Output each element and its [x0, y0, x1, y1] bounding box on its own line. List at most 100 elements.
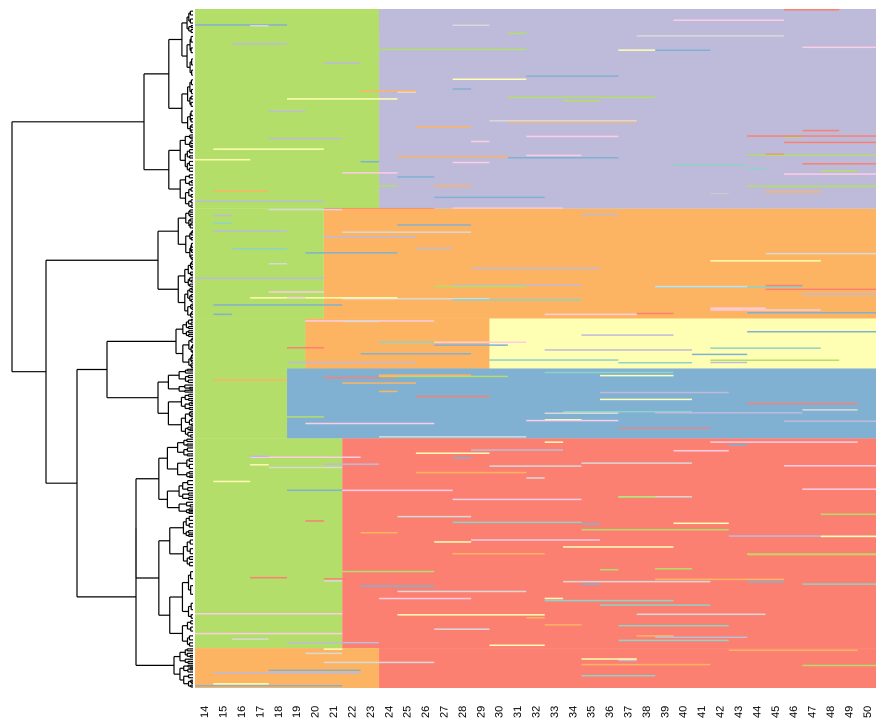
state-stripe-orange — [379, 390, 398, 393]
state-stripe-salmon — [747, 402, 858, 405]
state-stripe-yellow — [213, 148, 324, 150]
state-stripe-teal — [379, 341, 435, 343]
state-stripe-orange — [397, 155, 508, 158]
state-stripe-green — [213, 108, 232, 110]
state-stripe-blue — [434, 196, 545, 199]
x-tick-label: 37 — [623, 706, 635, 718]
state-stripe-blue — [507, 157, 619, 159]
state-block-salmon — [379, 648, 876, 688]
state-stripe-salmon — [802, 129, 840, 132]
state-stripe-yellow — [599, 398, 692, 401]
state-stripe-yellow — [544, 419, 582, 421]
state-stripe-teal — [231, 248, 288, 250]
x-tick-label: 30 — [494, 706, 506, 718]
state-stripe-salmon — [415, 395, 490, 398]
x-tick-label: 33 — [549, 706, 561, 718]
state-stripe-blue — [581, 583, 600, 585]
state-stripe-teal — [618, 361, 692, 364]
state-stripe-yellow — [213, 480, 251, 483]
state-stripe-purple — [599, 391, 729, 394]
state-stripe-teal — [213, 222, 232, 224]
dendrogram — [11, 10, 194, 688]
state-stripe-grey — [434, 628, 490, 630]
cluster-4 — [195, 368, 876, 439]
state-stripe-pink — [544, 313, 637, 316]
state-stripe-orange — [728, 649, 858, 652]
state-stripe-grey — [636, 613, 766, 616]
state-stripe-purple — [728, 535, 876, 537]
state-block-orange — [323, 208, 876, 319]
state-stripe-teal — [599, 604, 711, 606]
state-stripe-pink — [471, 539, 600, 541]
state-stripe-blue — [655, 49, 711, 51]
state-stripe-purple — [323, 62, 361, 64]
state-stripe-green — [434, 285, 527, 288]
state-stripe-yellow — [581, 658, 637, 660]
state-block-yellow — [489, 318, 876, 369]
state-stripe-yellow — [673, 522, 729, 525]
state-stripe-yellow — [820, 535, 876, 538]
state-stripe-purple — [544, 349, 692, 351]
state-stripe-teal — [452, 521, 582, 524]
state-stripe-purple — [213, 672, 361, 674]
state-stripe-green — [783, 136, 803, 138]
state-stripe-teal — [618, 639, 729, 642]
state-stripe-grey — [268, 263, 288, 265]
state-stripe-teal — [489, 359, 619, 361]
state-stripe-yellow — [213, 683, 269, 685]
state-stripe-salmon — [323, 376, 398, 379]
x-tick-label: 21 — [328, 706, 340, 718]
state-stripe-blue — [581, 523, 600, 525]
x-tick-label: 40 — [678, 706, 690, 718]
state-stripe-pink — [783, 173, 876, 175]
x-tick-label: 20 — [310, 706, 322, 718]
state-stripe-pink — [195, 632, 343, 635]
state-stripe-grey — [268, 466, 343, 469]
state-stripe-green — [507, 96, 656, 98]
cluster-1 — [195, 9, 876, 210]
state-stripe-salmon — [710, 551, 784, 554]
x-tick-label: 23 — [365, 706, 377, 718]
state-stripe-blue — [599, 428, 748, 431]
x-tick-label: 34 — [567, 706, 579, 718]
x-tick-label: 43 — [733, 706, 745, 718]
x-tick-label: 26 — [420, 706, 432, 718]
x-tick-label: 16 — [236, 706, 248, 718]
state-stripe-salmon — [287, 347, 324, 349]
state-stripe-grey — [765, 252, 876, 255]
state-stripe-teal — [544, 371, 674, 374]
state-stripe-salmon — [599, 452, 674, 454]
state-stripe-blue — [195, 24, 288, 26]
state-stripe-pink — [526, 419, 619, 422]
cluster-3 — [195, 318, 876, 370]
state-stripe-orange — [213, 190, 269, 193]
state-stripe-yellow — [323, 648, 343, 650]
state-stripe-teal — [802, 583, 876, 585]
state-stripe-pink — [710, 307, 766, 309]
state-stripe-blue — [452, 88, 472, 90]
state-stripe-blue — [397, 176, 435, 178]
x-tick-label: 47 — [807, 706, 819, 718]
state-stripe-green — [379, 48, 527, 51]
state-stripe-pink — [268, 291, 324, 293]
state-stripe-yellow — [544, 441, 564, 443]
state-stripe-green — [802, 664, 876, 667]
state-stripe-green — [268, 305, 324, 307]
state-stripe-yellow — [287, 98, 398, 100]
state-stripe-purple — [710, 361, 748, 364]
state-stripe-purple — [268, 110, 306, 113]
state-stripe-purple — [231, 43, 288, 45]
state-stripe-yellow — [599, 374, 674, 377]
state-stripe-pink — [710, 441, 858, 443]
state-stripe-pink — [783, 465, 876, 467]
state-stripe-grey — [581, 462, 692, 464]
state-stripe-teal — [673, 164, 748, 166]
state-stripe-yellow — [195, 158, 251, 161]
state-stripe-pink — [673, 19, 784, 21]
state-stripe-pink — [710, 309, 821, 311]
state-stripe-blue — [452, 457, 472, 459]
state-stripe-yellow — [397, 614, 545, 616]
state-stripe-green — [820, 170, 858, 172]
x-tick-label: 38 — [641, 706, 653, 718]
state-stripe-teal — [747, 167, 766, 170]
